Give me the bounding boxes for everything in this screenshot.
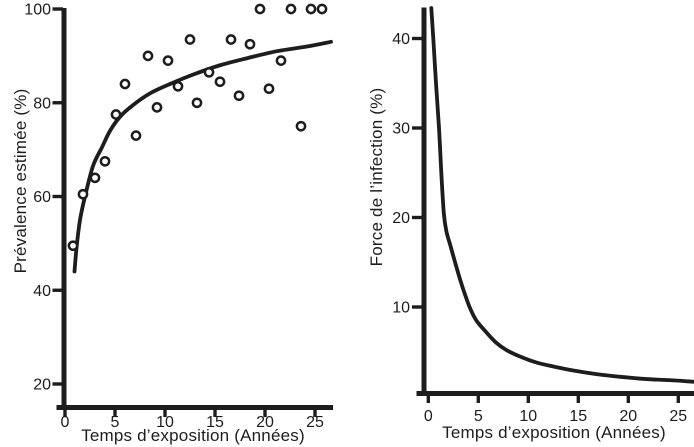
right-y-tick-label: 40 [392,31,410,48]
data-point-marker [254,3,266,15]
data-point-marker [244,38,256,50]
data-point-marker [130,130,142,141]
data-point-marker [295,120,307,132]
left-y-axis-title: Prévalence estimée (%) [11,88,30,274]
left-x-tick-label: 15 [206,414,224,431]
data-point-marker [316,3,328,15]
right-x-tick-label: 10 [519,408,537,425]
data-point-marker [203,66,215,78]
data-point-marker [67,240,79,252]
data-point-marker [162,55,174,66]
right-x-tick-label: 15 [569,408,587,425]
left-x-tick-label: 25 [306,414,324,431]
left-x-axis-title: Temps d’exposition (Années) [81,426,305,445]
left-x-tick-label: 20 [256,414,274,431]
data-point-marker [151,102,163,113]
left-x-tick-label: 5 [111,414,120,431]
left-y-tick-label: 60 [33,189,51,206]
data-point-marker [184,34,196,45]
data-point-marker [263,83,275,95]
data-point-marker [214,76,226,88]
data-point-marker [89,172,101,184]
data-point-marker [233,90,245,102]
right-x-tick-label: 25 [669,408,687,425]
data-point-marker [110,109,122,120]
data-point-marker [99,155,111,167]
right-y-tick-label: 30 [392,121,410,138]
right-x-axis-title: Temps d’exposition (Années) [442,423,666,442]
left-x-tick-label: 0 [61,414,70,431]
prevalence-fit-curve [72,39,333,274]
force-of-infection-curve [429,6,694,384]
data-point-marker [225,34,237,45]
data-point-marker [119,78,131,90]
right-x-tick-label: 5 [474,408,483,425]
data-point-marker [305,3,317,15]
data-point-marker [275,55,287,66]
left-y-tick-label: 100 [24,2,51,19]
left-y-tick-label: 20 [33,377,51,394]
right-x-tick-label: 0 [424,408,433,425]
data-point-marker [285,3,297,15]
right-x-tick-label: 20 [619,408,637,425]
data-point-marker [172,80,184,92]
right-y-axis-title: Force de l’infection (%) [367,87,386,267]
left-x-tick-label: 10 [156,414,174,431]
data-point-marker [191,97,203,109]
left-y-tick-label: 40 [33,283,51,300]
right-y-tick-label: 10 [392,300,410,317]
data-point-marker [142,50,154,62]
left-y-tick-label: 80 [33,95,51,112]
data-point-marker [77,188,89,200]
right-y-tick-label: 20 [392,210,410,227]
